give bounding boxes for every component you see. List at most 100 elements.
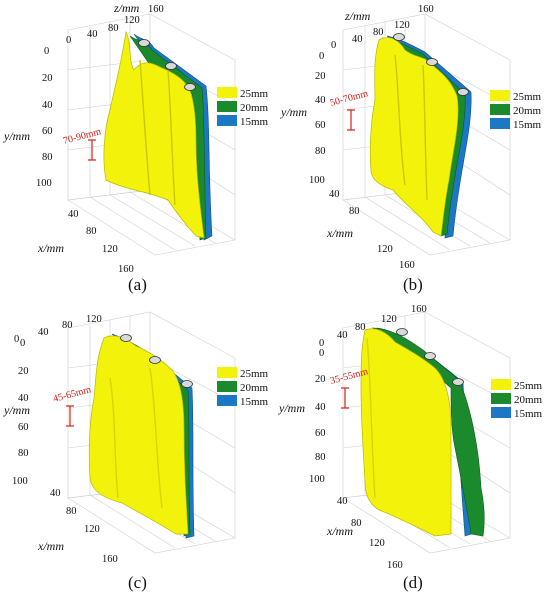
- range-indicator: [347, 109, 355, 131]
- range-indicator: [66, 405, 74, 427]
- panel-d: 35-55mm x/mm 0 40 80 120 160 y/mm 0 20 4…: [275, 298, 550, 596]
- panel-label: (a): [128, 275, 147, 294]
- z-tick-120: 120: [394, 20, 410, 31]
- legend-swatch-20mm: [491, 393, 511, 404]
- y-tick-60: 60: [315, 428, 326, 439]
- legend-swatch-25mm: [217, 87, 237, 98]
- legend-label-20mm: 20mm: [513, 105, 542, 117]
- y-tick-0: 0: [319, 348, 324, 359]
- legend-swatch-20mm: [217, 381, 237, 392]
- y-tick-40: 40: [18, 393, 29, 404]
- y-tick-20: 20: [315, 71, 326, 82]
- y-tick-40: 40: [315, 402, 326, 413]
- legend-label-15mm: 15mm: [240, 116, 269, 128]
- y-axis-label: y/mm: [3, 403, 30, 417]
- legend: 25mm 20mm 15mm: [490, 90, 542, 131]
- z-tick-40: 40: [337, 330, 348, 341]
- legend-label-20mm: 20mm: [514, 394, 543, 406]
- x-axis-label: x/mm: [37, 241, 64, 255]
- y-tick-80: 80: [18, 448, 29, 459]
- legend-label-25mm: 25mm: [514, 380, 543, 392]
- x-axis-label: x/mm: [326, 226, 353, 240]
- range-label: 50-70mm: [329, 88, 370, 109]
- legend: 25mm 20mm 15mm: [217, 367, 269, 408]
- x-axis-label: x/mm: [37, 539, 64, 553]
- range-indicator: [88, 139, 96, 161]
- legend-label-25mm: 25mm: [240, 368, 269, 380]
- x-tick-40: 40: [337, 496, 348, 507]
- nozzles: [138, 39, 196, 91]
- nozzles: [396, 328, 464, 386]
- x-tick-80: 80: [349, 206, 360, 217]
- panel-c: 45-65mm x/mm 0 40 80 120 y/mm 0 20 40 60…: [0, 298, 275, 596]
- z-tick-40: 40: [87, 29, 98, 40]
- z-tick-120: 120: [124, 15, 140, 26]
- legend-swatch-20mm: [217, 101, 237, 112]
- legend-label-25mm: 25mm: [513, 91, 542, 103]
- x-tick-120: 120: [102, 244, 118, 255]
- legend-swatch-20mm: [490, 104, 510, 115]
- y-tick-100: 100: [36, 178, 52, 189]
- range-indicator: [341, 387, 349, 409]
- y-tick-80: 80: [315, 146, 326, 157]
- z-tick-120: 120: [381, 314, 397, 325]
- y-tick-80: 80: [315, 452, 326, 463]
- y-tick-100: 100: [12, 476, 28, 487]
- x-tick-160: 160: [399, 260, 415, 271]
- legend-label-15mm: 15mm: [240, 396, 269, 408]
- z-tick-0: 0: [319, 338, 324, 349]
- y-tick-0: 0: [20, 338, 25, 349]
- z-tick-160: 160: [418, 4, 434, 15]
- z-tick-160: 160: [148, 4, 164, 15]
- z-tick-80: 80: [108, 23, 119, 34]
- legend: 25mm 20mm 15mm: [491, 379, 543, 420]
- surface-25mm: [360, 328, 452, 537]
- z-tick-0: 0: [331, 40, 336, 51]
- x-tick-120: 120: [84, 524, 100, 535]
- y-axis-label: y/mm: [278, 401, 305, 415]
- x-tick-160: 160: [102, 554, 118, 565]
- z-tick-160: 160: [411, 304, 427, 315]
- y-tick-60: 60: [315, 120, 326, 131]
- z-tick-80: 80: [373, 27, 384, 38]
- panel-b-figure: 50-70mm z/mm 0 40 80 120 160 y/mm 0 20 4…: [280, 4, 542, 294]
- y-tick-40: 40: [315, 95, 326, 106]
- z-tick-80: 80: [355, 322, 366, 333]
- surface-25mm: [103, 30, 205, 239]
- y-axis-label: y/mm: [3, 129, 30, 143]
- legend-swatch-15mm: [217, 115, 237, 126]
- legend-swatch-25mm: [490, 90, 510, 101]
- legend-label-25mm: 25mm: [240, 88, 269, 100]
- x-tick-160: 160: [118, 264, 134, 275]
- nozzles: [393, 33, 469, 96]
- x-tick-120: 120: [369, 538, 385, 549]
- legend-swatch-25mm: [217, 367, 237, 378]
- x-tick-120: 120: [377, 244, 393, 255]
- y-tick-80: 80: [42, 152, 53, 163]
- z-tick-0: 0: [66, 35, 71, 46]
- y-tick-0: 0: [44, 46, 49, 57]
- panel-d-figure: 35-55mm x/mm 0 40 80 120 160 y/mm 0 20 4…: [278, 304, 543, 592]
- y-tick-60: 60: [42, 126, 53, 137]
- legend-label-15mm: 15mm: [514, 408, 543, 420]
- legend-label-15mm: 15mm: [513, 119, 542, 131]
- nozzles: [120, 334, 193, 388]
- x-tick-40: 40: [50, 488, 61, 499]
- panel-label: (b): [403, 275, 423, 294]
- y-tick-20: 20: [42, 73, 53, 84]
- panel-label: (c): [128, 573, 147, 592]
- x-tick-40: 40: [329, 189, 340, 200]
- panel-b: 50-70mm z/mm 0 40 80 120 160 y/mm 0 20 4…: [275, 0, 550, 298]
- z-axis-label: z/mm: [113, 1, 140, 15]
- surface-25mm: [88, 335, 189, 535]
- surface-25mm: [369, 37, 459, 237]
- legend-label-20mm: 20mm: [240, 102, 269, 114]
- legend-label-20mm: 20mm: [240, 382, 269, 394]
- x-tick-80: 80: [66, 506, 77, 517]
- legend: 25mm 20mm 15mm: [217, 87, 269, 128]
- legend-swatch-15mm: [491, 407, 511, 418]
- y-tick-20: 20: [315, 374, 326, 385]
- y-tick-100: 100: [309, 474, 325, 485]
- legend-swatch-15mm: [217, 395, 237, 406]
- x-tick-80: 80: [351, 518, 362, 529]
